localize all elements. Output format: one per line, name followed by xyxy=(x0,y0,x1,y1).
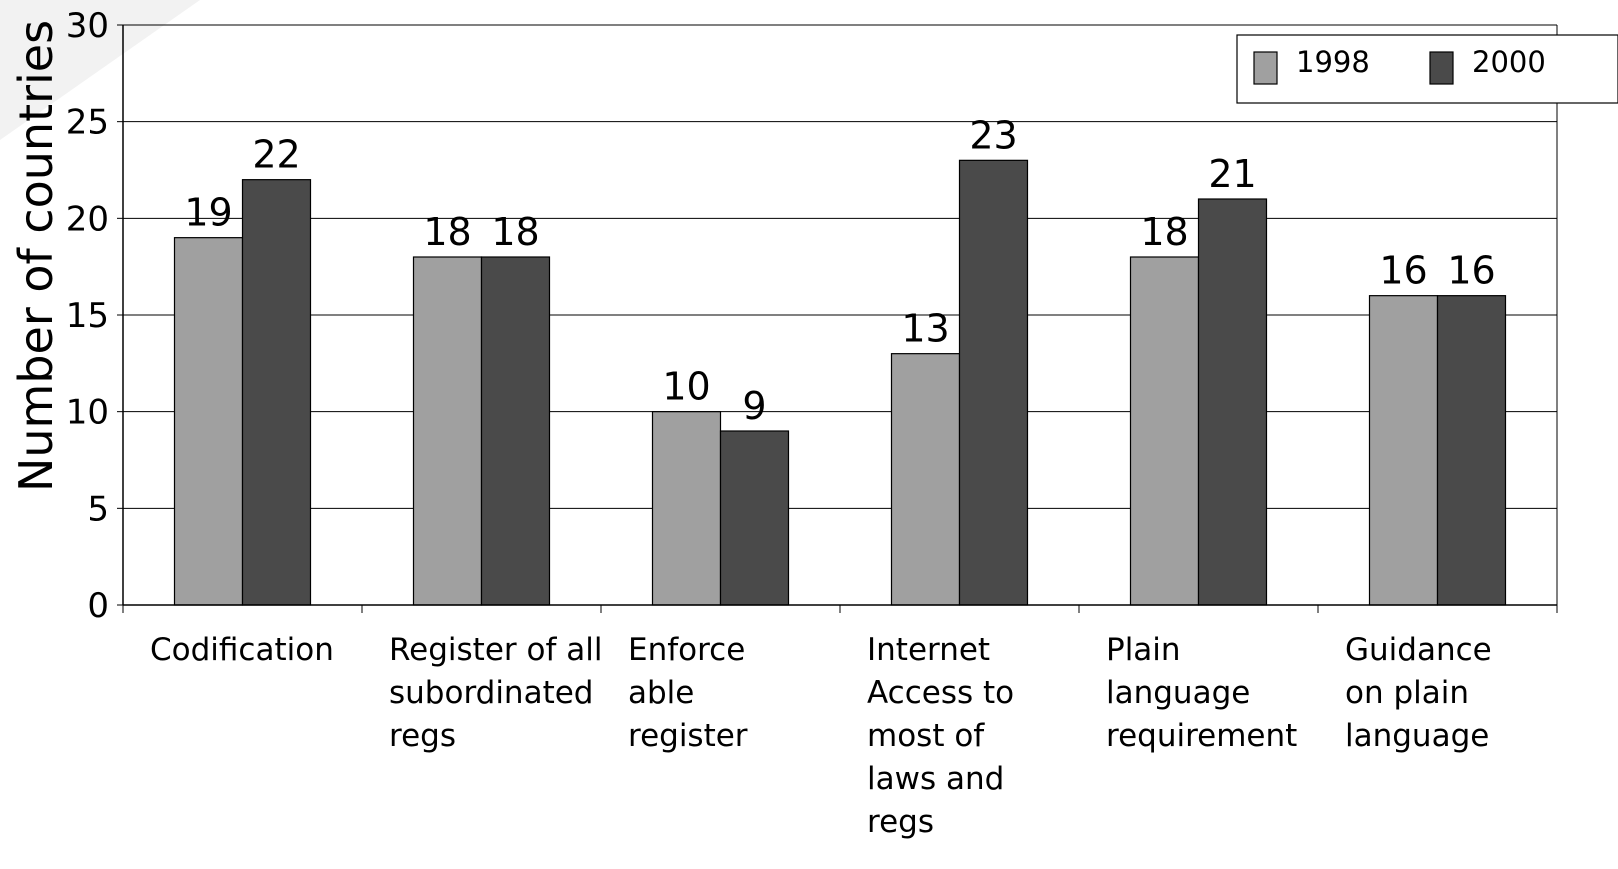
bar xyxy=(1129,256,1200,606)
category-labels: Codification Register of all subordinated r… xyxy=(150,632,1492,840)
bar xyxy=(1368,295,1439,606)
data-label: 18 xyxy=(491,210,539,254)
data-label: 23 xyxy=(969,113,1017,157)
data-label: 21 xyxy=(1208,152,1256,196)
category-label-line: on plain xyxy=(1345,675,1469,711)
data-label: 18 xyxy=(1140,210,1188,254)
bar xyxy=(241,179,312,606)
bar xyxy=(1436,295,1507,606)
data-label: 19 xyxy=(184,191,232,235)
bar xyxy=(1197,198,1268,606)
bar xyxy=(173,237,244,606)
legend-swatch xyxy=(1429,51,1454,85)
category-label: Internet Access to most of laws and regs xyxy=(867,632,1014,840)
bar xyxy=(958,159,1029,606)
category-label-line: requirement xyxy=(1106,718,1297,754)
category-label-line: language xyxy=(1106,675,1250,711)
data-label: 16 xyxy=(1447,249,1495,293)
y-axis-title: Number of countries xyxy=(9,20,63,492)
category-label-line: language xyxy=(1345,718,1489,754)
legend-swatch xyxy=(1253,51,1278,85)
category-label-line: able xyxy=(628,675,694,711)
y-tick-label: 25 xyxy=(66,103,109,143)
legend-label: 2000 xyxy=(1472,45,1546,79)
axes xyxy=(117,24,1558,613)
category-label-line: Codification xyxy=(150,632,334,668)
data-label: 16 xyxy=(1379,249,1427,293)
data-label: 9 xyxy=(742,384,766,428)
category-label: Plain language requirement xyxy=(1106,632,1297,754)
category-label-line: register xyxy=(628,718,748,754)
data-labels: 19 18 10 13 18 16 22 18 9 23 21 16 xyxy=(184,113,1495,428)
category-label: Enforce able register xyxy=(628,632,748,754)
bar xyxy=(719,430,790,606)
y-tick-label: 0 xyxy=(87,586,109,626)
y-tick-label: 15 xyxy=(66,296,109,336)
y-tick-label: 5 xyxy=(87,489,109,529)
legend: 1998 2000 xyxy=(1236,34,1618,104)
y-tick-label: 10 xyxy=(66,393,109,433)
legend-label: 1998 xyxy=(1296,45,1370,79)
category-label-line: Guidance xyxy=(1345,632,1492,668)
data-label: 22 xyxy=(252,133,300,177)
y-tick-label: 20 xyxy=(66,199,109,239)
category-label-line: regs xyxy=(389,718,456,754)
category-label: Register of all subordinated regs xyxy=(389,632,602,754)
background-watermark xyxy=(0,0,200,140)
data-label: 13 xyxy=(901,307,949,351)
category-label-line: Access to xyxy=(867,675,1014,711)
category-label-line: regs xyxy=(867,804,934,840)
category-label: Guidance on plain language xyxy=(1345,632,1492,754)
category-label-line: Plain xyxy=(1106,632,1181,668)
bar xyxy=(651,411,722,606)
category-label-line: subordinated xyxy=(389,675,593,711)
category-label-line: laws and xyxy=(867,761,1004,797)
y-tick-label: 30 xyxy=(66,6,109,46)
category-label-line: Internet xyxy=(867,632,990,668)
bars xyxy=(173,159,1507,606)
y-tick-labels: 0 5 10 15 20 25 30 xyxy=(66,6,109,626)
category-label-line: Register of all xyxy=(389,632,602,668)
bar xyxy=(412,256,483,606)
data-label: 18 xyxy=(423,210,471,254)
category-label: Codification xyxy=(150,632,334,668)
data-label: 10 xyxy=(662,365,710,409)
bar xyxy=(890,353,961,606)
bar xyxy=(480,256,551,606)
category-label-line: Enforce xyxy=(628,632,745,668)
category-label-line: most of xyxy=(867,718,985,754)
legend-box xyxy=(1236,34,1618,104)
